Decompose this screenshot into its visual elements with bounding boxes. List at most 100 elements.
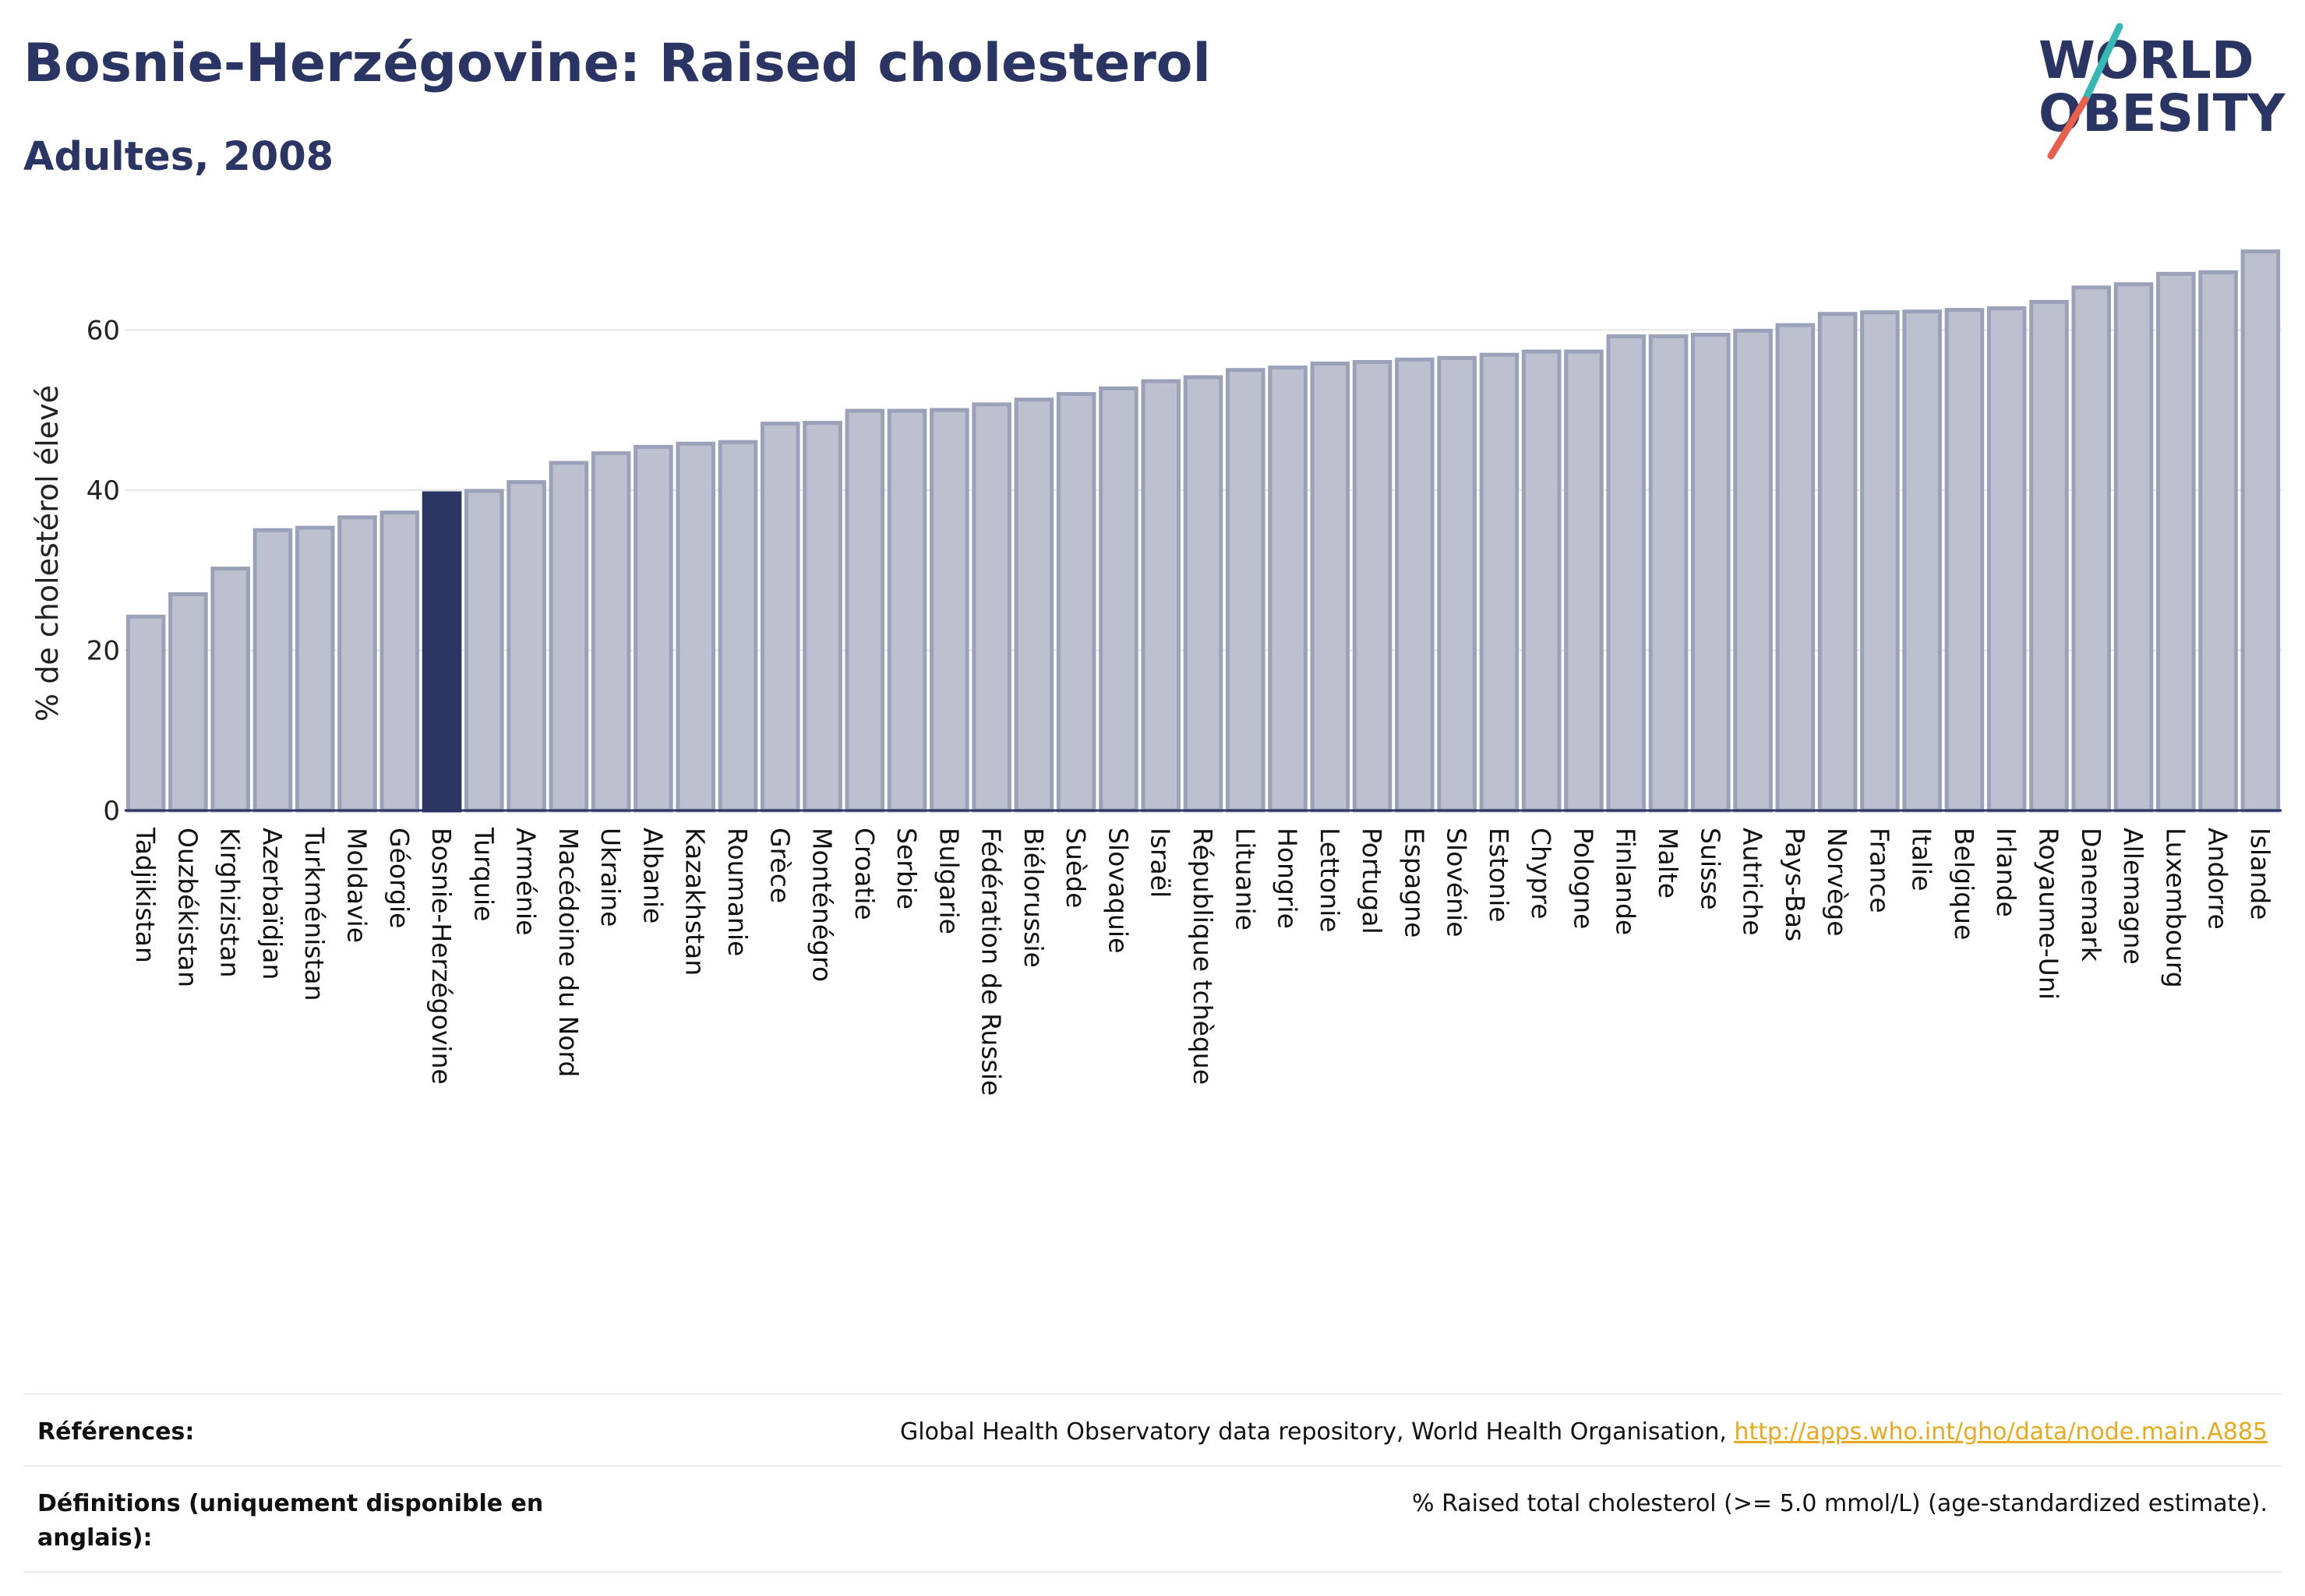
references-table: Références: Global Health Observatory da… [23, 1393, 2282, 1573]
x-tick-label: Turquie [468, 827, 499, 921]
x-tick-label: République tchèque [1188, 828, 1218, 1085]
x-tick-label: Italie [1907, 828, 1937, 892]
bar [252, 528, 293, 813]
x-tick-label: Serbie [891, 828, 922, 909]
bar [1479, 352, 1520, 813]
x-tick-label: Azerbaïdjan [257, 828, 288, 980]
x-tick-label: Luxembourg [2160, 828, 2190, 988]
definitions-value: % Raised total cholesterol (>= 5.0 mmol/… [1412, 1490, 2268, 1517]
x-tick-label: Pologne [1568, 828, 1598, 929]
definitions-row: Définitions (uniquement disponible en an… [23, 1465, 2282, 1573]
x-tick-label: Slovénie [1442, 828, 1472, 937]
x-tick-label: Suède [1061, 828, 1091, 908]
bar [337, 515, 377, 813]
bar [1395, 357, 1435, 813]
bar [295, 525, 335, 813]
y-tick-label: 20 [86, 635, 120, 666]
bar [1521, 349, 1562, 813]
x-tick-label: Fédération de Russie [976, 828, 1007, 1096]
bar [803, 421, 842, 813]
x-tick-label: Irlande [1991, 828, 2021, 917]
x-tick-label: Monténégro [807, 828, 838, 982]
bar [379, 510, 420, 813]
x-tick-label: Lettonie [1315, 828, 1345, 933]
references-link[interactable]: http://apps.who.int/gho/data/node.main.A… [1734, 1418, 2268, 1446]
x-tick-label: Finlande [1611, 828, 1641, 935]
bar [887, 408, 927, 813]
x-tick-label: Estonie [1484, 828, 1514, 923]
x-tick-label: Grèce [764, 828, 795, 903]
bar [464, 489, 504, 813]
bar [1648, 334, 1689, 813]
references-value: Global Health Observatory data repositor… [900, 1415, 2268, 1449]
x-tick-label: Ukraine [595, 828, 626, 927]
bar [1437, 355, 1477, 813]
bar [1268, 365, 1308, 813]
x-tick-label: Norvège [1822, 828, 1852, 937]
bar [1056, 392, 1096, 813]
x-tick-label: Ouzbékistan [172, 828, 203, 987]
x-tick-label: Islande [2245, 828, 2275, 920]
bar [1817, 312, 1858, 813]
x-tick-label: France [1864, 828, 1894, 913]
bar [718, 440, 758, 813]
x-tick-label: Biélorussie [1018, 828, 1049, 968]
references-row: Références: Global Health Observatory da… [23, 1393, 2282, 1465]
logo-text-world: WORLD [2038, 30, 2254, 90]
bar [591, 451, 631, 813]
x-tick-label: Lituanie [1230, 828, 1260, 930]
references-text: Global Health Observatory data repositor… [900, 1418, 1735, 1446]
x-tick-label: Pays-Bas [1780, 828, 1810, 941]
y-axis-label: % de cholestérol élevé [30, 385, 65, 722]
bar [1352, 359, 1393, 813]
bar [1564, 349, 1604, 813]
bar [1099, 386, 1138, 813]
x-tick-label: Bosnie-Herzégovine [426, 828, 457, 1085]
x-tick-label: Royaume-Uni [2033, 828, 2063, 1000]
world-obesity-logo: WORLD OBESITY [2038, 23, 2286, 160]
bar [1310, 362, 1350, 813]
logo-slash-coral [2047, 96, 2089, 160]
bar [210, 567, 250, 813]
x-tick-label: Allemagne [2118, 828, 2148, 965]
bar [549, 461, 589, 813]
y-tick-label: 40 [86, 475, 120, 507]
x-tick-label: Tadjikistan [130, 827, 161, 963]
bar [2071, 285, 2112, 813]
bar [168, 592, 208, 813]
bar [2198, 270, 2238, 813]
bar [1902, 309, 1942, 813]
x-tick-label: Slovaquie [1103, 828, 1133, 953]
logo-slash-teal [2081, 23, 2123, 104]
bar [1014, 397, 1054, 813]
bar [1606, 334, 1647, 813]
bar [676, 441, 716, 813]
references-label: Références: [37, 1418, 195, 1446]
x-tick-label: Turkménistan [299, 827, 330, 1001]
x-tick-label: Chypre [1526, 828, 1556, 920]
y-tick-label: 0 [103, 796, 120, 827]
bar [125, 614, 166, 813]
x-tick-label: Autriche [1738, 828, 1768, 936]
bar [507, 480, 546, 813]
x-tick-label: Kazakhstan [680, 828, 711, 976]
bar [930, 408, 969, 813]
x-tick-label: Kirghizistan [215, 828, 245, 978]
x-tick-label: Malte [1653, 828, 1683, 899]
x-tick-label: Macédoine du Nord [553, 828, 584, 1077]
bar [1775, 323, 1816, 813]
bar [1944, 308, 1985, 813]
bar [1141, 379, 1181, 813]
x-tick-label: Bulgarie [934, 828, 964, 934]
bar [2113, 282, 2154, 813]
x-tick-label: Arménie [511, 828, 542, 935]
bar [1733, 328, 1773, 813]
bar [1225, 368, 1265, 813]
x-tick-label: Belgique [1949, 828, 1979, 940]
chart-subtitle: Adultes, 2008 [23, 134, 334, 180]
y-tick-label: 60 [86, 315, 120, 346]
bar [634, 444, 673, 813]
bar [2240, 249, 2281, 813]
bar [2156, 271, 2196, 813]
x-tick-label: Suisse [1695, 828, 1725, 910]
